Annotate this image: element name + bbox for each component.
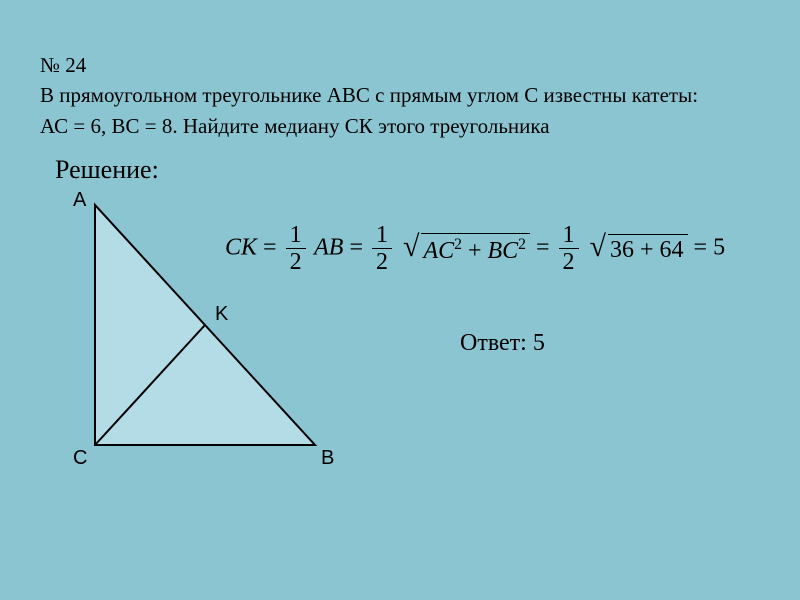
answer-label: Ответ: 5 — [460, 330, 545, 357]
problem-text: № 24 В прямоугольном треугольнике АВС с … — [40, 50, 760, 141]
problem-line2: АС = 6, ВС = 8. Найдите медиану СК этого… — [40, 114, 550, 138]
eq2: = — [349, 234, 363, 260]
label-b: B — [321, 447, 334, 470]
half-3: 1 2 — [559, 222, 579, 276]
sqrt-2: √ 36 + 64 — [590, 232, 688, 266]
label-a: A — [73, 189, 86, 212]
label-k: K — [215, 303, 228, 326]
problem-line1: В прямоугольном треугольнике АВС с прямы… — [40, 83, 698, 107]
triangle-svg — [65, 195, 345, 475]
solution-label: Решение: — [55, 155, 159, 185]
half-2: 1 2 — [372, 222, 392, 276]
result: 5 — [713, 234, 725, 260]
triangle-diagram: A C B K — [65, 195, 345, 475]
eq4: = — [694, 234, 708, 260]
sqrt-1: √ AC2 + BC2 — [403, 232, 530, 266]
problem-number: № 24 — [40, 53, 86, 77]
label-c: C — [73, 447, 87, 470]
eq3: = — [536, 234, 550, 260]
